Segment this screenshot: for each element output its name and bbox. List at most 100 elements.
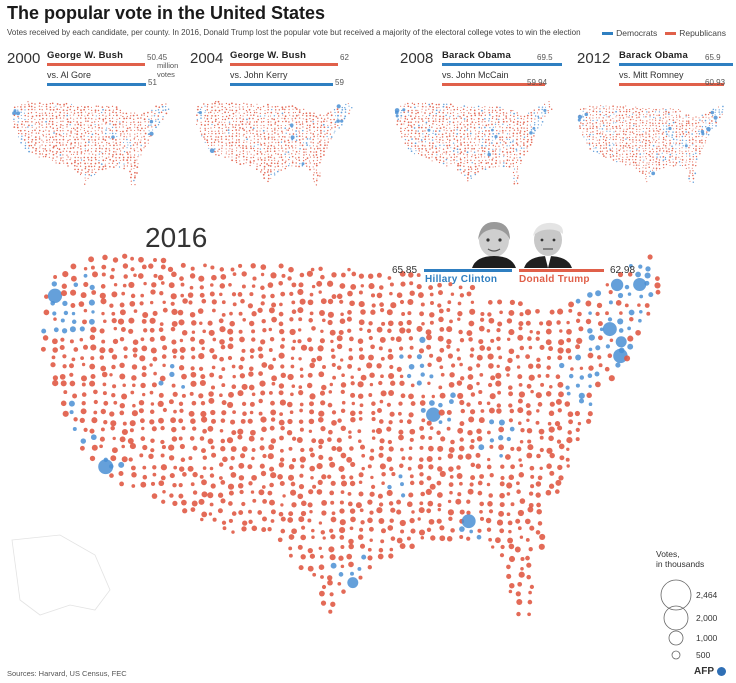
republican-county-dot	[51, 141, 54, 143]
republican-county-dot	[527, 439, 532, 444]
republican-county-dot	[229, 320, 235, 327]
republican-county-dot	[129, 159, 132, 161]
republican-county-dot	[502, 132, 504, 134]
republican-county-dot	[67, 156, 69, 158]
republican-county-dot	[418, 529, 426, 536]
republican-county-dot	[316, 129, 319, 132]
republican-county-dot	[449, 372, 455, 378]
republican-county-dot	[128, 457, 133, 462]
republican-county-dot	[220, 446, 226, 452]
republican-county-dot	[256, 124, 258, 126]
republican-county-dot	[288, 112, 290, 114]
republican-county-dot	[436, 430, 441, 436]
republican-county-dot	[649, 122, 651, 124]
republican-county-dot	[652, 134, 655, 136]
republican-county-dot	[457, 492, 462, 497]
republican-county-dot	[675, 162, 678, 164]
democrat-county-dot	[410, 148, 412, 150]
republican-county-dot	[90, 265, 95, 270]
republican-county-dot	[62, 130, 64, 132]
democrat-county-dot	[675, 154, 677, 156]
democrat-county-dot	[609, 130, 611, 132]
republican-county-dot	[646, 162, 648, 164]
winner-vote-value: 69.5	[537, 53, 553, 62]
republican-county-dot	[599, 150, 602, 153]
republican-county-dot	[638, 162, 640, 164]
republican-county-dot	[291, 147, 294, 149]
republican-county-dot	[691, 172, 693, 174]
republican-county-dot	[69, 147, 72, 150]
republican-county-dot	[31, 130, 33, 132]
republican-county-dot	[48, 139, 51, 141]
republican-county-dot	[388, 372, 395, 380]
republican-county-dot	[479, 474, 485, 479]
republican-county-dot	[232, 112, 235, 115]
republican-county-dot	[228, 336, 234, 342]
republican-county-dot	[316, 489, 323, 495]
republican-county-dot	[510, 153, 512, 155]
republican-county-dot	[639, 108, 642, 111]
republican-county-dot	[42, 114, 44, 116]
democrat-county-dot	[273, 115, 276, 117]
republican-county-dot	[520, 556, 525, 562]
republican-county-dot	[407, 133, 409, 135]
republican-county-dot	[209, 502, 214, 507]
democrat-county-dot	[201, 135, 203, 137]
republican-county-dot	[129, 300, 136, 307]
republican-county-dot	[48, 130, 50, 132]
republican-county-dot	[539, 533, 546, 540]
republican-county-dot	[246, 130, 248, 132]
republican-county-dot	[274, 162, 276, 165]
republican-county-dot	[262, 173, 265, 176]
republican-county-dot	[34, 106, 36, 109]
republican-county-dot	[305, 112, 308, 115]
democrat-county-dot	[416, 354, 422, 360]
democrat-county-dot	[691, 133, 693, 135]
republican-county-dot	[510, 446, 515, 451]
republican-county-dot	[312, 174, 315, 176]
democrat-county-dot	[598, 153, 600, 155]
republican-county-dot	[225, 138, 228, 141]
republican-county-dot	[217, 492, 224, 498]
republican-county-dot	[88, 168, 90, 171]
republican-county-dot	[456, 141, 459, 143]
republican-county-dot	[478, 123, 480, 126]
republican-county-dot	[419, 425, 425, 431]
republican-county-dot	[204, 114, 206, 117]
republican-county-dot	[536, 112, 539, 114]
republican-county-dot	[340, 408, 346, 414]
republican-county-dot	[239, 117, 241, 119]
republican-county-dot	[449, 112, 452, 114]
republican-county-dot	[622, 145, 625, 147]
republican-county-dot	[580, 122, 582, 124]
republican-county-dot	[427, 151, 430, 153]
republican-county-dot	[134, 126, 136, 128]
republican-county-dot	[492, 153, 494, 155]
democrat-county-dot	[628, 263, 633, 268]
republican-county-dot	[575, 318, 581, 323]
republican-county-dot	[66, 150, 68, 152]
republican-county-dot	[665, 135, 668, 138]
democrat-county-dot	[83, 273, 88, 278]
democrat-county-dot	[649, 116, 651, 118]
republican-county-dot	[315, 184, 318, 186]
republican-county-dot	[291, 436, 297, 441]
republican-county-dot	[612, 108, 614, 110]
republican-county-dot	[586, 133, 588, 136]
democrat-county-dot	[285, 132, 287, 134]
republican-county-dot	[227, 483, 235, 490]
republican-county-dot	[99, 150, 101, 153]
republican-county-dot	[661, 133, 664, 135]
republican-county-dot	[505, 165, 508, 168]
republican-county-dot	[381, 481, 385, 485]
republican-county-dot	[235, 139, 238, 141]
republican-county-dot	[280, 291, 286, 297]
republican-county-dot	[488, 144, 490, 147]
democrat-county-dot	[309, 145, 311, 147]
republican-county-dot	[407, 466, 412, 471]
republican-county-dot	[641, 172, 644, 174]
republican-county-dot	[629, 162, 631, 164]
republican-county-dot	[669, 156, 671, 158]
republican-county-dot	[271, 381, 276, 386]
democrat-county-dot	[668, 134, 670, 136]
